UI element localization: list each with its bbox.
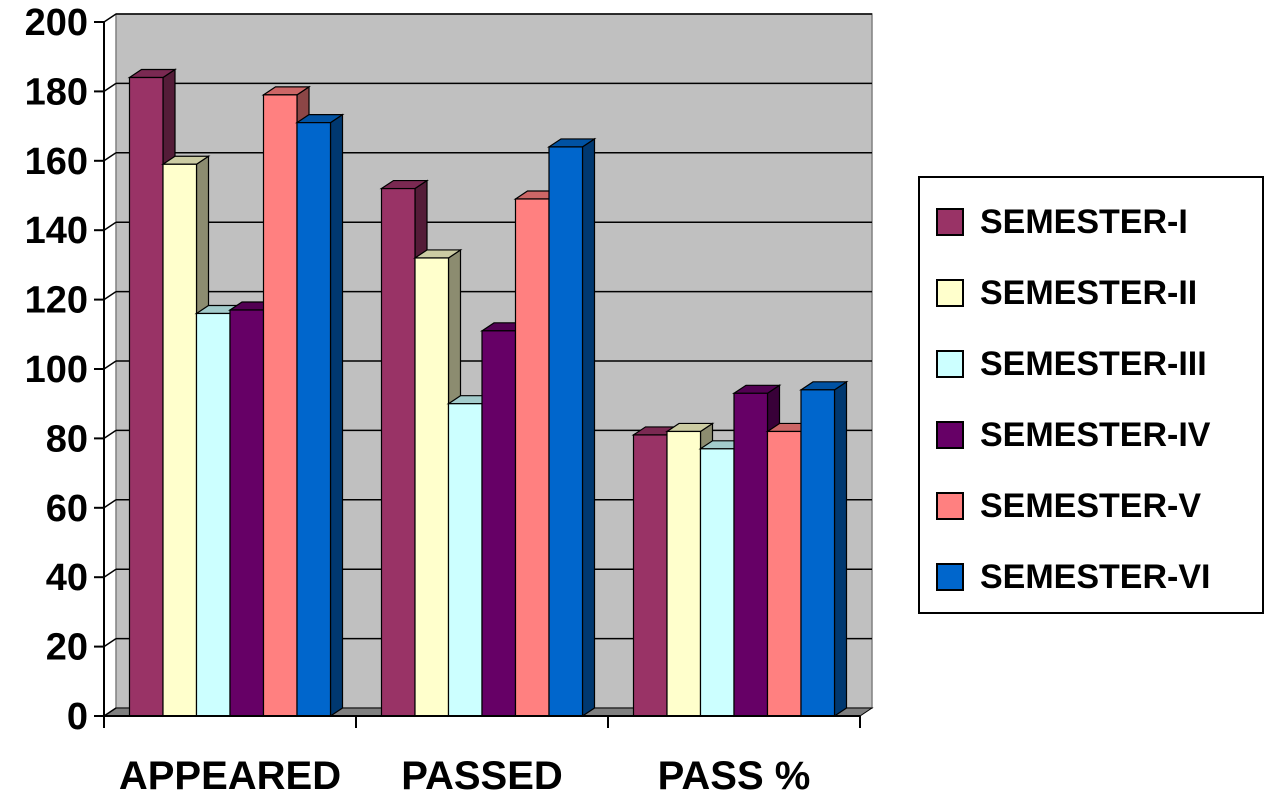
y-tick-label: 60 <box>46 488 88 530</box>
bar-front <box>514 198 550 717</box>
bar-front <box>666 430 702 717</box>
bar-side <box>581 137 596 718</box>
y-tick-label: 160 <box>25 141 88 183</box>
y-tick-label: 0 <box>67 696 88 738</box>
bar-side <box>329 113 344 718</box>
x-tick-label: PASS % <box>658 754 811 796</box>
x-tick-label: PASSED <box>401 754 563 796</box>
gridline-edge <box>103 152 117 162</box>
gridline-edge <box>103 429 117 440</box>
legend-label: SEMESTER-III <box>980 344 1207 383</box>
legend-swatch <box>936 563 964 591</box>
axes <box>94 21 861 728</box>
bar-semester-vi-appeared <box>295 113 345 718</box>
y-tick-label: 20 <box>46 627 88 669</box>
y-tick-label: 200 <box>25 2 88 44</box>
legend-item: SEMESTER-V <box>936 486 1201 526</box>
gridline-edge <box>103 499 117 509</box>
gridline-edge <box>103 13 117 23</box>
gridline-edge <box>103 568 117 578</box>
legend-swatch <box>936 208 964 236</box>
bar-front <box>733 392 769 717</box>
bar-front <box>632 434 668 717</box>
bar-front <box>380 187 416 717</box>
y-tick-label: 120 <box>25 280 88 322</box>
bar-front <box>229 309 265 717</box>
legend-swatch <box>936 350 964 378</box>
gridline-edge <box>103 221 117 231</box>
bar-front <box>481 330 517 717</box>
legend-item: SEMESTER-II <box>936 273 1197 313</box>
legend-swatch <box>936 279 964 307</box>
y-tick-label: 180 <box>25 71 88 113</box>
legend-item: SEMESTER-IV <box>936 415 1210 455</box>
bars <box>127 68 849 718</box>
gridline-edge <box>103 290 117 301</box>
legend-item: SEMESTER-III <box>936 344 1207 384</box>
legend-label: SEMESTER-II <box>980 273 1198 312</box>
legend-item: SEMESTER-I <box>936 202 1188 242</box>
legend-swatch <box>936 421 964 449</box>
bar-front <box>766 430 802 717</box>
x-tick-label: APPEARED <box>119 754 341 796</box>
legend-label: SEMESTER-I <box>980 202 1188 241</box>
bar-semester-vi-passed <box>547 137 597 718</box>
bar-front <box>699 448 735 717</box>
y-tick-label: 140 <box>25 210 88 252</box>
bar-front <box>128 76 164 717</box>
bar-front <box>195 312 231 717</box>
bar-semester-vi-pass <box>799 380 849 718</box>
legend-item: SEMESTER-VI <box>936 557 1210 597</box>
gridline-edge <box>103 707 117 717</box>
y-tick-labels: 0 20 40 60 80 100 120 140 160 180 200 <box>25 2 88 738</box>
gridline-edge <box>103 82 117 93</box>
gridline-edge <box>103 637 117 648</box>
y-tick-label: 80 <box>46 418 88 460</box>
legend-label: SEMESTER-IV <box>980 415 1211 454</box>
x-tick-labels: APPEARED PASSED PASS % <box>119 754 811 798</box>
bar-front <box>447 403 483 717</box>
y-tick-label: 100 <box>25 349 88 391</box>
legend-swatch <box>936 492 964 520</box>
bar-front <box>800 389 836 717</box>
legend: SEMESTER-I SEMESTER-II SEMESTER-III SEMESTE… <box>918 176 1264 614</box>
bar-front <box>414 257 450 717</box>
bar-front <box>262 94 298 717</box>
bar-front <box>296 122 332 717</box>
bar-front <box>162 163 198 717</box>
legend-label: SEMESTER-V <box>980 486 1202 525</box>
y-tick-label: 40 <box>46 557 88 599</box>
bar-side <box>833 380 848 718</box>
gridline-edge <box>103 360 117 370</box>
legend-label: SEMESTER-VI <box>980 557 1211 596</box>
bar-front <box>548 146 584 717</box>
